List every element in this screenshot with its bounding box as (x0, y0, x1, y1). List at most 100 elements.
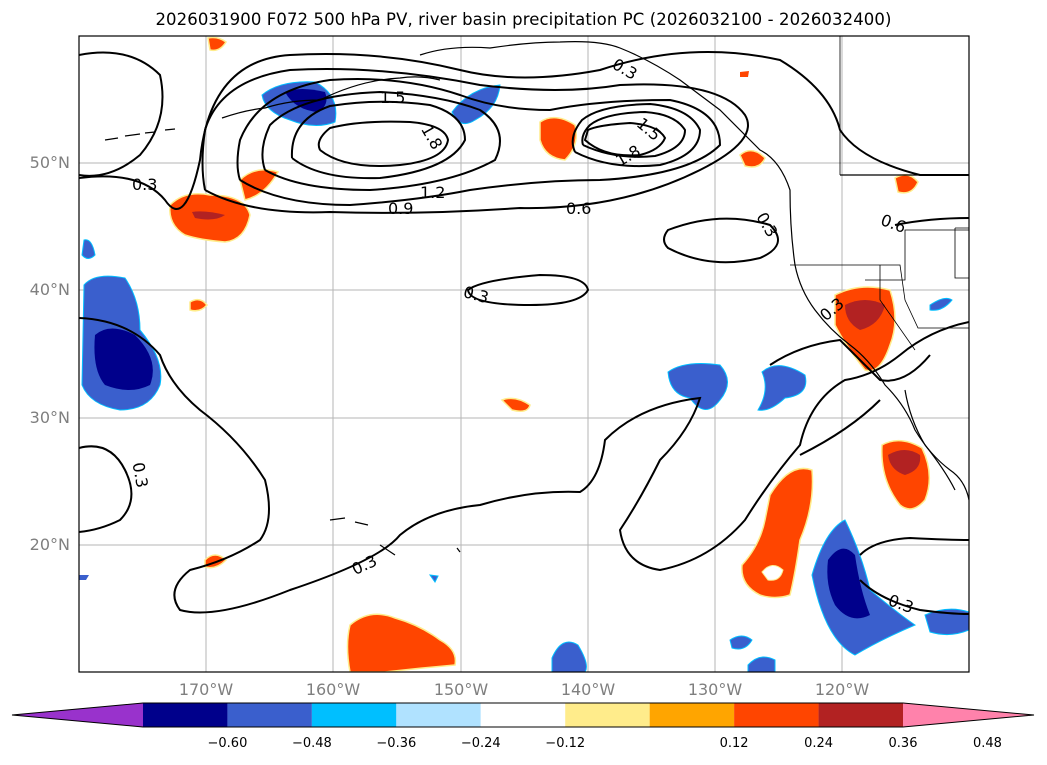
lon-label-150w: 150°W (433, 680, 489, 699)
lon-label-130w: 130°W (687, 680, 743, 699)
neg-core-west (94, 328, 153, 390)
contour-label: 0.9 (388, 199, 413, 218)
map-panel: 0.3 1.5 1.8 0.9 1.2 0.6 1.5 1.8 0.3 0.3 … (78, 35, 970, 673)
colorbar-tick-label: −0.36 (376, 736, 417, 751)
lat-label-20n: 20°N (29, 535, 70, 554)
pv-contour-0.3-mid (663, 217, 779, 264)
pos-area-bottom (346, 613, 457, 672)
pv-contour-1.8-east (583, 121, 667, 157)
pos-area-small5 (740, 71, 749, 77)
colorbar-tick-label: 0.24 (804, 736, 834, 751)
map-frame (78, 35, 970, 673)
colorbar-segment (480, 703, 566, 727)
pv-contour-0.3-central (466, 273, 590, 307)
pos-area-small2 (189, 298, 208, 312)
pv-contour-1.2 (261, 90, 501, 192)
colorbar-tick-label: 0.48 (972, 736, 1002, 751)
pv-contour-0.6 (201, 68, 749, 214)
lon-label-160w: 160°W (305, 680, 361, 699)
pos-area-canada (894, 174, 919, 194)
neg-area-south (811, 519, 917, 656)
state-border-4 (954, 227, 969, 279)
neg-area-small3 (747, 656, 776, 672)
pv-contour-outer (79, 51, 969, 210)
colorbar-segment (396, 703, 481, 727)
contour-label: 0.6 (878, 210, 908, 237)
colorbar-tick-label: −0.24 (460, 736, 501, 751)
pv-contour-1.5-east (581, 110, 687, 158)
pos-core-west (192, 211, 225, 220)
pv-contour-0.3-southwest (79, 445, 133, 533)
pv-contour-1.8 (317, 120, 450, 167)
lon-label-140w: 140°W (560, 680, 616, 699)
contour-label: 1.5 (633, 114, 665, 145)
colorbar (11, 702, 1035, 728)
pos-core-mexico (888, 450, 921, 475)
colorbar-segment (734, 703, 819, 727)
neg-core-south (827, 548, 870, 619)
neg-area-small2 (729, 635, 753, 650)
colorbar-tick-label: 0.60 (1042, 736, 1047, 751)
colorbar-tick-label: 0.12 (719, 736, 749, 751)
lat-label-50n: 50°N (29, 153, 70, 172)
neg-area-mid2 (757, 365, 807, 411)
pv-contour-0.6-west (79, 51, 164, 177)
colorbar-segment (649, 703, 735, 727)
map-title: 2026031900 F072 500 hPa PV, river basin … (155, 10, 892, 29)
neg-area-small6 (428, 574, 439, 583)
contour-label: 0.3 (461, 282, 491, 307)
pos-hole-tropic (761, 565, 784, 581)
pv-contour-0.6-east (894, 217, 969, 226)
pos-area-small4 (207, 36, 227, 52)
state-border-1 (790, 264, 969, 329)
neg-area-bottom (551, 641, 587, 672)
coastlines (104, 36, 969, 556)
contour-label: 1.8 (417, 121, 446, 153)
positive-precip-areas (169, 36, 931, 672)
pos-area-small1 (500, 397, 531, 412)
colorbar-segment (311, 703, 397, 727)
lon-label-170w: 170°W (178, 680, 234, 699)
pv-contour-0.3-east (769, 338, 931, 382)
negative-precip-areas (79, 81, 969, 672)
pos-core-calif (845, 300, 885, 330)
contour-label: 1.2 (420, 183, 445, 202)
pos-area-coast (739, 149, 766, 168)
colorbar-segment (818, 703, 903, 727)
contour-label: 0.3 (129, 461, 152, 489)
contour-label: 1.5 (380, 88, 405, 107)
colorbar-tick-label: −0.48 (291, 736, 332, 751)
pv-contour-0.3-bigwest (79, 317, 969, 614)
pv-contour-0.3-se (799, 399, 881, 456)
colorbar-outline (11, 702, 1035, 728)
pv-contour-0.3-sebottom (859, 579, 969, 615)
neg-area-small1 (81, 239, 96, 259)
contour-label: 0.6 (566, 199, 591, 218)
colorbar-tick-label: 0.36 (888, 736, 918, 751)
pv-contour-1.5 (290, 100, 467, 180)
lat-label-40n: 40°N (29, 280, 70, 299)
pv-contour-1.2-east (571, 102, 702, 168)
contour-label: 0.3 (609, 54, 641, 83)
pos-area-west2 (239, 169, 280, 201)
colorbar-segment (143, 703, 228, 727)
colorbar-tick-label: −0.12 (545, 736, 586, 751)
contour-label: 0.3 (132, 175, 157, 194)
colorbar-segment (565, 703, 650, 727)
pv-contour-0.3-south (859, 536, 969, 556)
colorbar-segment (227, 703, 312, 727)
colorbar-extension-low (12, 703, 143, 727)
lat-label-30n: 30°N (29, 408, 70, 427)
pos-area-tropic (741, 467, 814, 599)
lon-label-120w: 120°W (814, 680, 870, 699)
grid-lines (79, 36, 969, 672)
neg-area-mid1 (667, 363, 728, 410)
neg-area-southeast (924, 608, 969, 636)
pv-contours (79, 51, 969, 615)
colorbar-tick-label: −0.60 (207, 736, 248, 751)
pv-contour-0.9 (236, 78, 722, 207)
neg-area-small5 (79, 575, 89, 580)
colorbar-extension-high (903, 703, 1034, 727)
neg-area-small4 (929, 297, 953, 311)
state-border-3 (879, 265, 916, 351)
